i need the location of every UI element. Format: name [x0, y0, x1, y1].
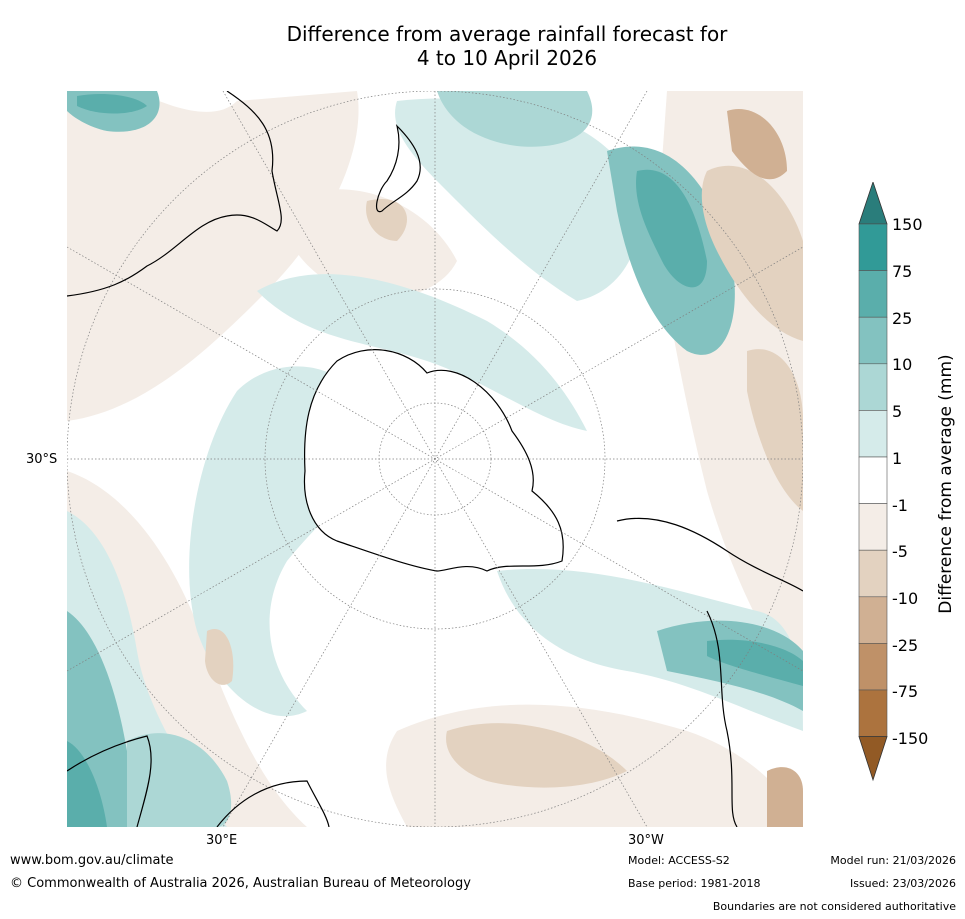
- colorbar-tick: 25: [892, 309, 913, 328]
- colorbar-bin-5: [858, 410, 888, 458]
- colorbar-bin-10: [858, 363, 888, 411]
- australia-coast: [67, 91, 282, 297]
- graticule: [67, 91, 803, 827]
- footer-url[interactable]: www.bom.gov.au/climate: [10, 853, 174, 868]
- colorbar-label: Difference from average (mm): [936, 354, 956, 614]
- strong-anomaly-patches: [67, 91, 803, 827]
- footer-copyright: © Commonwealth of Australia 2026, Austra…: [10, 876, 471, 891]
- footer-disclaimer: Boundaries are not considered authoritat…: [712, 900, 956, 913]
- rainfall-anomaly-map: [67, 91, 803, 827]
- south-africa-coast: [67, 735, 330, 827]
- colorbar-tick: -1: [892, 496, 908, 515]
- colorbar-bin-150: [858, 223, 888, 271]
- colorbar-tick: 5: [892, 402, 903, 421]
- colorbar-tick: 1: [892, 449, 903, 468]
- chart-title-line-1: Difference from average rainfall forecas…: [286, 22, 728, 46]
- colorbar-extend-bottom: [858, 736, 888, 782]
- footer-model: Model: ACCESS-S2: [628, 854, 730, 867]
- colorbar: [858, 182, 888, 782]
- axis-label-30e: 30°E: [206, 833, 238, 848]
- footer-issued: Issued: 23/03/2026: [849, 877, 956, 890]
- footer-model-run: Model run: 21/03/2026: [830, 854, 956, 867]
- antarctica-outline: [303, 349, 564, 572]
- colorbar-bin-neg10: [858, 596, 888, 644]
- colorbar-bin-75: [858, 270, 888, 318]
- colorbar-tick: -10: [892, 589, 919, 608]
- colorbar-bin-neg75: [858, 689, 888, 737]
- colorbar-tick: -150: [892, 729, 929, 748]
- chart-title-line-2: 4 to 10 April 2026: [416, 46, 598, 70]
- colorbar-extend-top: [858, 182, 888, 225]
- colorbar-bin-neg1: [858, 503, 888, 551]
- colorbar-tick: 75: [892, 262, 913, 281]
- colorbar-bin-neg5: [858, 549, 888, 598]
- coastlines: [67, 91, 803, 827]
- colorbar-bin-25: [858, 316, 888, 365]
- axis-label-30s: 30°S: [26, 452, 58, 467]
- new-zealand-coast: [375, 124, 421, 213]
- axis-label-30w: 30°W: [628, 833, 664, 848]
- south-america-coast: [616, 517, 803, 827]
- colorbar-tick: 10: [892, 355, 913, 374]
- colorbar-tick: -75: [892, 682, 919, 701]
- colorbar-bin-neg25: [858, 643, 888, 691]
- footer-base-period: Base period: 1981-2018: [628, 877, 761, 890]
- colorbar-tick: -25: [892, 636, 919, 655]
- colorbar-bin-1: [858, 456, 888, 504]
- colorbar-tick: 150: [892, 215, 923, 234]
- colorbar-tick: -5: [892, 542, 908, 561]
